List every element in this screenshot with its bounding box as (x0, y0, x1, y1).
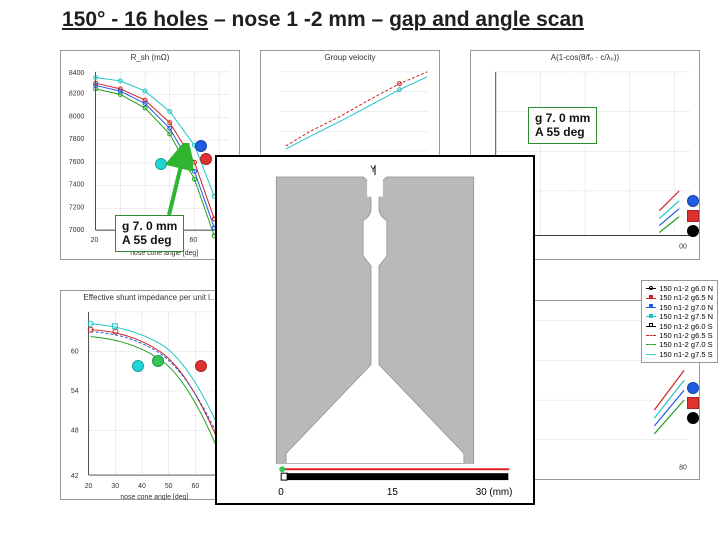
svg-text:15: 15 (387, 487, 398, 498)
svg-text:7400: 7400 (69, 182, 85, 189)
chart-rsh-title: R_sh (mΩ) (61, 53, 239, 62)
svg-text:00: 00 (679, 243, 687, 250)
marker-red-1 (200, 153, 212, 165)
svg-text:54: 54 (71, 388, 79, 395)
legend-row: 150 n1-2 g6.5 N (646, 293, 713, 302)
svg-text:0: 0 (278, 487, 284, 498)
svg-text:7600: 7600 (69, 159, 85, 166)
legend-row: 150 n1-2 g7.0 N (646, 303, 713, 312)
legend-label: 150 n1-2 g6.5 N (659, 293, 713, 302)
svg-text:30: 30 (111, 483, 119, 490)
chart-a-title: A(1-cos(θ/f₀ · c/λ₀)) (471, 53, 699, 62)
chart-bl-title: Effective shunt impedance per unit l... (61, 293, 239, 302)
svg-text:7000: 7000 (69, 227, 85, 234)
svg-text:8200: 8200 (69, 91, 85, 98)
legend-row: 150 n1-2 g6.0 N (646, 284, 713, 293)
marker-red-2 (195, 360, 207, 372)
svg-text:7800: 7800 (69, 136, 85, 143)
svg-text:80: 80 (679, 465, 687, 472)
svg-text:60: 60 (71, 348, 79, 355)
svg-text:50: 50 (165, 483, 173, 490)
marker-red-4 (687, 397, 699, 409)
svg-text:60: 60 (190, 237, 198, 244)
marker-red-3 (687, 210, 699, 222)
legend-label: 150 n1-2 g7.0 S (659, 340, 712, 349)
legend: 150 n1-2 g6.0 N150 n1-2 g6.5 N150 n1-2 g… (641, 280, 718, 363)
svg-text:48: 48 (71, 428, 79, 435)
svg-text:20: 20 (85, 483, 93, 490)
marker-green-2 (152, 355, 164, 367)
legend-row: 150 n1-2 g6.5 S (646, 331, 713, 340)
marker-black-3 (687, 225, 699, 237)
legend-row: 150 n1-2 g7.0 S (646, 340, 713, 349)
annotation-1-line2: A 55 deg (122, 233, 177, 247)
marker-black-4 (687, 412, 699, 424)
legend-label: 150 n1-2 g7.5 S (659, 350, 712, 359)
marker-cyan-2 (132, 360, 144, 372)
annotation-2-line2: A 55 deg (535, 125, 590, 139)
legend-label: 150 n1-2 g6.0 N (659, 284, 713, 293)
svg-text:nose cone angle [deg]: nose cone angle [deg] (120, 494, 188, 500)
chart-group-velocity: Group velocity (260, 50, 440, 160)
svg-text:8000: 8000 (69, 113, 85, 120)
legend-label: 150 n1-2 g7.5 N (659, 312, 713, 321)
svg-text:Y: Y (370, 164, 376, 174)
legend-row: 150 n1-2 g7.5 N (646, 312, 713, 321)
cavity-cross-section: Y 0 15 30 (mm) (215, 155, 535, 505)
legend-row: 150 n1-2 g7.5 S (646, 350, 713, 359)
legend-row: 150 n1-2 g6.0 S (646, 322, 713, 331)
svg-text:20: 20 (91, 237, 99, 244)
marker-blue-3 (687, 195, 699, 207)
svg-text:40: 40 (138, 483, 146, 490)
svg-text:8400: 8400 (69, 70, 85, 77)
marker-blue-4 (687, 382, 699, 394)
marker-blue-1 (195, 140, 207, 152)
page-title: 150° - 16 holes – nose 1 -2 mm – gap and… (62, 8, 584, 32)
annotation-2: g 7. 0 mm A 55 deg (528, 107, 597, 144)
title-part-1: 150° - 16 holes (62, 8, 208, 31)
legend-label: 150 n1-2 g7.0 N (659, 303, 713, 312)
chart-shunt-impedance: Effective shunt impedance per unit l... … (60, 290, 240, 500)
annotation-1-line1: g 7. 0 mm (122, 219, 177, 233)
svg-text:60: 60 (192, 483, 200, 490)
svg-text:30 (mm): 30 (mm) (476, 487, 513, 498)
title-part-2: – nose 1 -2 mm – (208, 8, 389, 31)
svg-text:7200: 7200 (69, 204, 85, 211)
chart-bl-svg: 42 48 54 60 20 30 40 50 60 70 nose cone … (61, 302, 239, 500)
legend-label: 150 n1-2 g6.5 S (659, 331, 712, 340)
chart-gv-svg (261, 62, 439, 161)
legend-label: 150 n1-2 g6.0 S (659, 322, 712, 331)
chart-gv-title: Group velocity (261, 53, 439, 62)
arrow-icon (163, 143, 193, 218)
annotation-1: g 7. 0 mm A 55 deg (115, 215, 184, 252)
title-part-3: gap and angle scan (389, 8, 584, 31)
svg-text:42: 42 (71, 473, 79, 480)
annotation-2-line1: g 7. 0 mm (535, 111, 590, 125)
